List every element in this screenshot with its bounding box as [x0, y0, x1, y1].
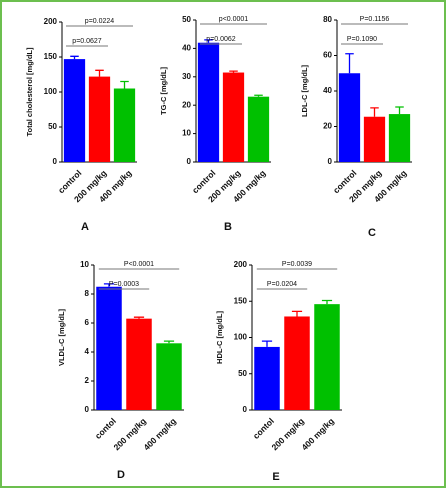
- error-bar: [370, 107, 379, 117]
- error-bar: [204, 39, 213, 43]
- error-bar: [291, 310, 303, 317]
- error-bar: [345, 53, 354, 74]
- p-value: p<0.0001: [219, 16, 248, 23]
- y-tick-label: 6: [85, 318, 90, 327]
- p-value: p=0.0224: [85, 18, 114, 25]
- error-bar: [229, 70, 238, 73]
- error-bar: [395, 106, 404, 115]
- y-tick-label: 40: [182, 44, 191, 53]
- bar: [363, 116, 386, 162]
- y-tick-label: 0: [53, 157, 58, 166]
- y-axis-label: Total cholesterol [mg/dL]: [25, 47, 34, 137]
- y-tick-label: 150: [234, 296, 248, 305]
- p-value: P=0.0039: [282, 261, 312, 268]
- y-axis-label: HDL-C [mg/dL]: [215, 311, 224, 364]
- bar: [314, 304, 340, 410]
- y-tick-label: 0: [328, 157, 333, 166]
- y-tick-label: 60: [323, 51, 332, 60]
- bar: [338, 73, 361, 162]
- error-bar: [254, 94, 263, 97]
- error-bar: [70, 55, 79, 60]
- panel-label: D: [117, 469, 125, 481]
- bar: [388, 114, 411, 162]
- y-tick-label: 100: [44, 87, 58, 96]
- p-value: P=0.0003: [109, 281, 139, 288]
- y-tick-label: 40: [323, 86, 332, 95]
- y-tick-label: 30: [182, 72, 191, 81]
- error-bar: [321, 299, 333, 305]
- y-tick-label: 0: [85, 405, 90, 414]
- bar: [156, 343, 182, 410]
- y-tick-label: 20: [182, 100, 191, 109]
- y-tick-label: 2: [85, 376, 90, 385]
- p-value: P=0.1156: [360, 16, 390, 23]
- bar: [222, 72, 245, 162]
- p-value: P=0.1090: [347, 36, 377, 43]
- bar: [247, 96, 270, 162]
- error-bar: [120, 80, 129, 89]
- y-tick-label: 50: [182, 15, 191, 24]
- bar: [63, 59, 86, 162]
- y-tick-label: 8: [85, 289, 90, 298]
- y-tick-label: 200: [234, 260, 248, 269]
- p-value: p=0.0627: [72, 38, 101, 45]
- error-bar: [95, 69, 104, 77]
- bar: [126, 318, 152, 410]
- error-bar: [103, 283, 115, 287]
- y-axis-label: VLDL-C [mg/dL]: [57, 308, 66, 366]
- y-tick-label: 0: [187, 157, 192, 166]
- y-tick-label: 0: [243, 405, 248, 414]
- y-tick-label: 50: [238, 369, 247, 378]
- panel-label: B: [224, 221, 232, 233]
- bar: [88, 76, 111, 162]
- y-tick-label: 4: [85, 347, 90, 356]
- bar: [197, 42, 220, 162]
- bar: [113, 88, 136, 162]
- y-tick-label: 10: [80, 260, 89, 269]
- error-bar: [133, 316, 145, 319]
- error-bar: [261, 340, 273, 347]
- bar: [254, 346, 280, 410]
- y-tick-label: 10: [182, 129, 191, 138]
- y-tick-label: 200: [44, 17, 58, 26]
- y-tick-label: 20: [323, 122, 332, 131]
- panel-label: C: [368, 227, 376, 239]
- bar: [96, 286, 122, 410]
- y-tick-label: 150: [44, 52, 58, 61]
- y-tick-label: 80: [323, 15, 332, 24]
- error-bar: [163, 340, 175, 344]
- panel-label: A: [81, 221, 89, 233]
- bar: [284, 316, 310, 410]
- panel-label: E: [272, 471, 279, 483]
- y-tick-label: 50: [48, 122, 57, 131]
- p-value: P<0.0001: [124, 261, 154, 268]
- p-value: p=0.0062: [206, 36, 235, 43]
- y-axis-label: TG-C [mg/dL]: [159, 67, 168, 115]
- y-tick-label: 100: [234, 333, 248, 342]
- p-value: P=0.0204: [267, 281, 297, 288]
- y-axis-label: LDL-C [mg/dL]: [300, 64, 309, 117]
